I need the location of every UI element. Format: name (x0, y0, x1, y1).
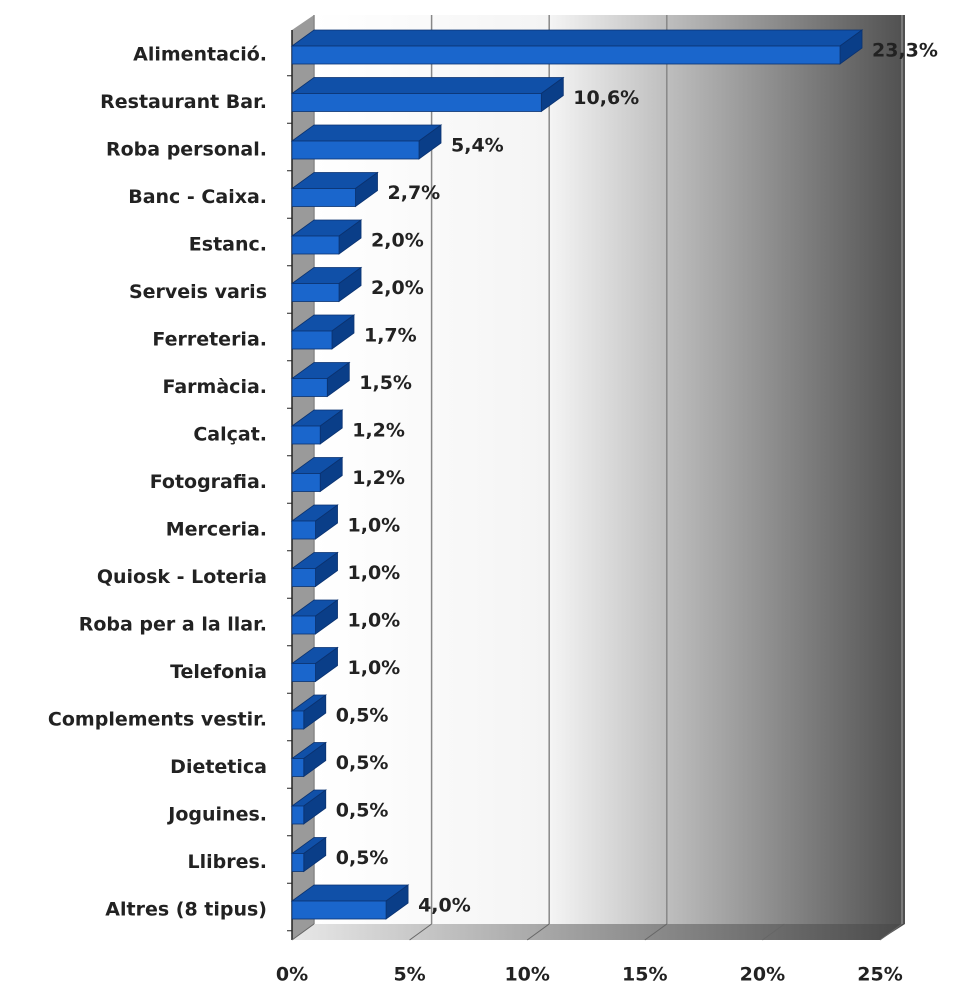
bar (291, 283, 340, 302)
x-tick-label: 15% (622, 964, 667, 985)
value-label: 0,5% (336, 752, 389, 774)
x-tick-label: 0% (276, 964, 308, 985)
category-label: Estanc. (189, 234, 267, 256)
category-label: Fotografia. (150, 471, 267, 493)
category-label: Quiosk - Loteria (97, 566, 267, 588)
bar (291, 568, 316, 587)
value-label: 1,7% (364, 325, 417, 347)
x-tick (879, 923, 903, 941)
category-label: Merceria. (166, 519, 267, 541)
value-label: 1,0% (348, 562, 401, 584)
category-label: Alimentació. (133, 44, 267, 66)
back-wall (314, 15, 905, 924)
category-label: Roba per a la llar. (79, 614, 267, 636)
bar (291, 710, 305, 730)
value-label: 1,2% (352, 467, 405, 489)
bar (291, 473, 321, 492)
x-tick-label: 5% (393, 964, 425, 985)
bar (291, 45, 841, 65)
bar-top (290, 29, 864, 47)
bar (291, 805, 305, 825)
value-label: 1,0% (348, 610, 401, 632)
category-label: Llibres. (187, 851, 267, 873)
bar-top (290, 124, 443, 142)
category-label: Altres (8 tipus) (105, 899, 267, 921)
value-label: 1,2% (352, 420, 405, 442)
category-label: Ferreteria. (152, 329, 267, 351)
value-label: 2,0% (371, 230, 424, 252)
x-tick (526, 923, 550, 941)
bar (291, 330, 333, 350)
category-label: Dietetica (170, 756, 267, 778)
x-tick (409, 923, 432, 941)
x-tick (762, 923, 785, 941)
x-tick (644, 923, 668, 941)
bar (291, 93, 542, 112)
bar (291, 188, 356, 207)
category-label: Complements vestir. (48, 709, 267, 731)
value-label: 0,5% (336, 800, 389, 822)
x-tick-label: 20% (740, 964, 785, 985)
category-label: Joguines. (166, 804, 267, 826)
x-tick-label: 10% (504, 964, 549, 985)
category-label: Roba personal. (106, 139, 267, 161)
value-label: 5,4% (451, 135, 504, 157)
value-label: 1,0% (348, 515, 401, 537)
value-label: 23,3% (872, 40, 938, 62)
value-label: 4,0% (418, 895, 471, 917)
category-label: Banc - Caixa. (128, 186, 267, 208)
bar (291, 853, 305, 872)
value-label: 0,5% (336, 705, 389, 727)
category-label: Restaurant Bar. (100, 91, 267, 113)
category-label: Serveis varis (129, 281, 267, 303)
bar-top (290, 77, 565, 94)
floor (292, 924, 905, 940)
bar (291, 520, 316, 540)
value-label: 2,0% (371, 277, 424, 299)
x-tick (291, 923, 315, 941)
bar (291, 615, 316, 635)
value-label: 0,5% (336, 847, 389, 869)
bar (291, 140, 420, 160)
bar (291, 378, 328, 397)
bar (291, 425, 321, 445)
bar (291, 235, 340, 255)
bar (291, 663, 316, 682)
value-label: 1,5% (359, 372, 412, 394)
bar (291, 900, 387, 920)
category-label: Telefonia (170, 661, 267, 683)
value-label: 10,6% (573, 87, 639, 109)
category-label: Farmàcia. (163, 376, 268, 398)
value-label: 2,7% (388, 182, 441, 204)
x-tick-label: 25% (857, 964, 902, 985)
bar (291, 758, 305, 777)
category-label: Calçat. (193, 424, 267, 446)
value-label: 1,0% (348, 657, 401, 679)
